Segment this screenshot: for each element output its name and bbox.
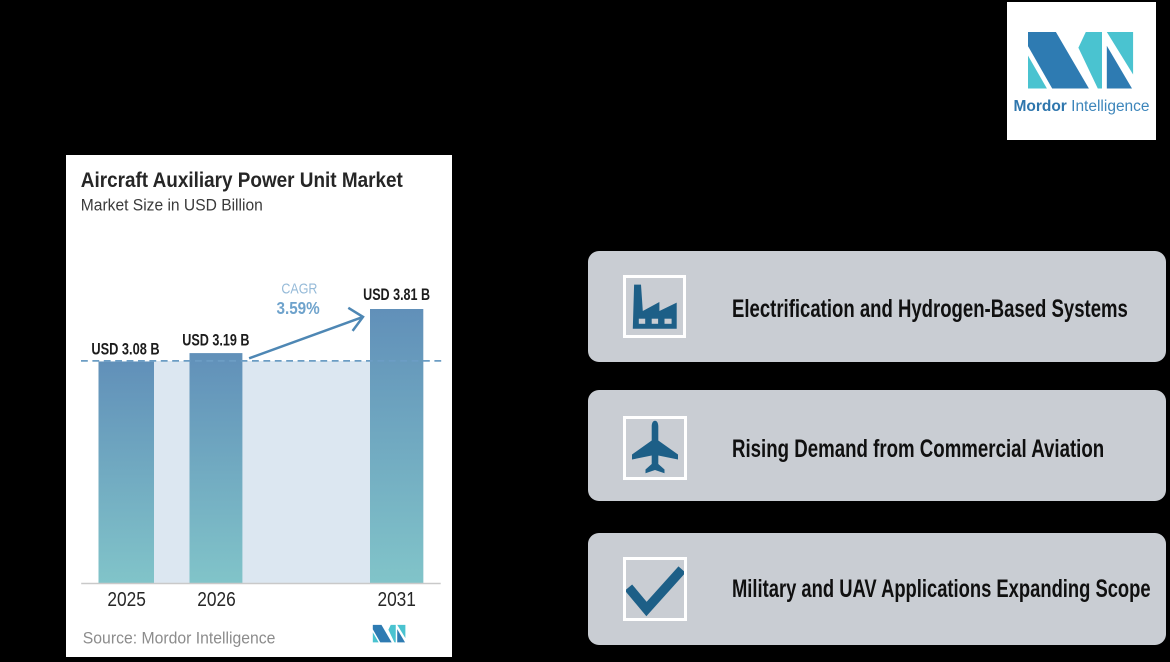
svg-text:2031: 2031 xyxy=(377,589,416,611)
svg-text:2025: 2025 xyxy=(107,589,146,611)
svg-text:USD 3.19 B: USD 3.19 B xyxy=(182,330,249,349)
svg-text:USD 3.81 B: USD 3.81 B xyxy=(363,285,430,304)
svg-text:CAGR: CAGR xyxy=(281,280,317,297)
svg-text:3.59%: 3.59% xyxy=(277,298,320,318)
svg-text:Source: Mordor Intelligence: Source: Mordor Intelligence xyxy=(83,628,276,647)
svg-text:USD 3.08 B: USD 3.08 B xyxy=(91,339,159,358)
svg-text:2026: 2026 xyxy=(197,589,236,611)
svg-text:Aircraft Auxiliary Power Unit: Aircraft Auxiliary Power Unit Market xyxy=(81,167,403,192)
svg-text:Market Size in USD Billion: Market Size in USD Billion xyxy=(81,197,263,215)
